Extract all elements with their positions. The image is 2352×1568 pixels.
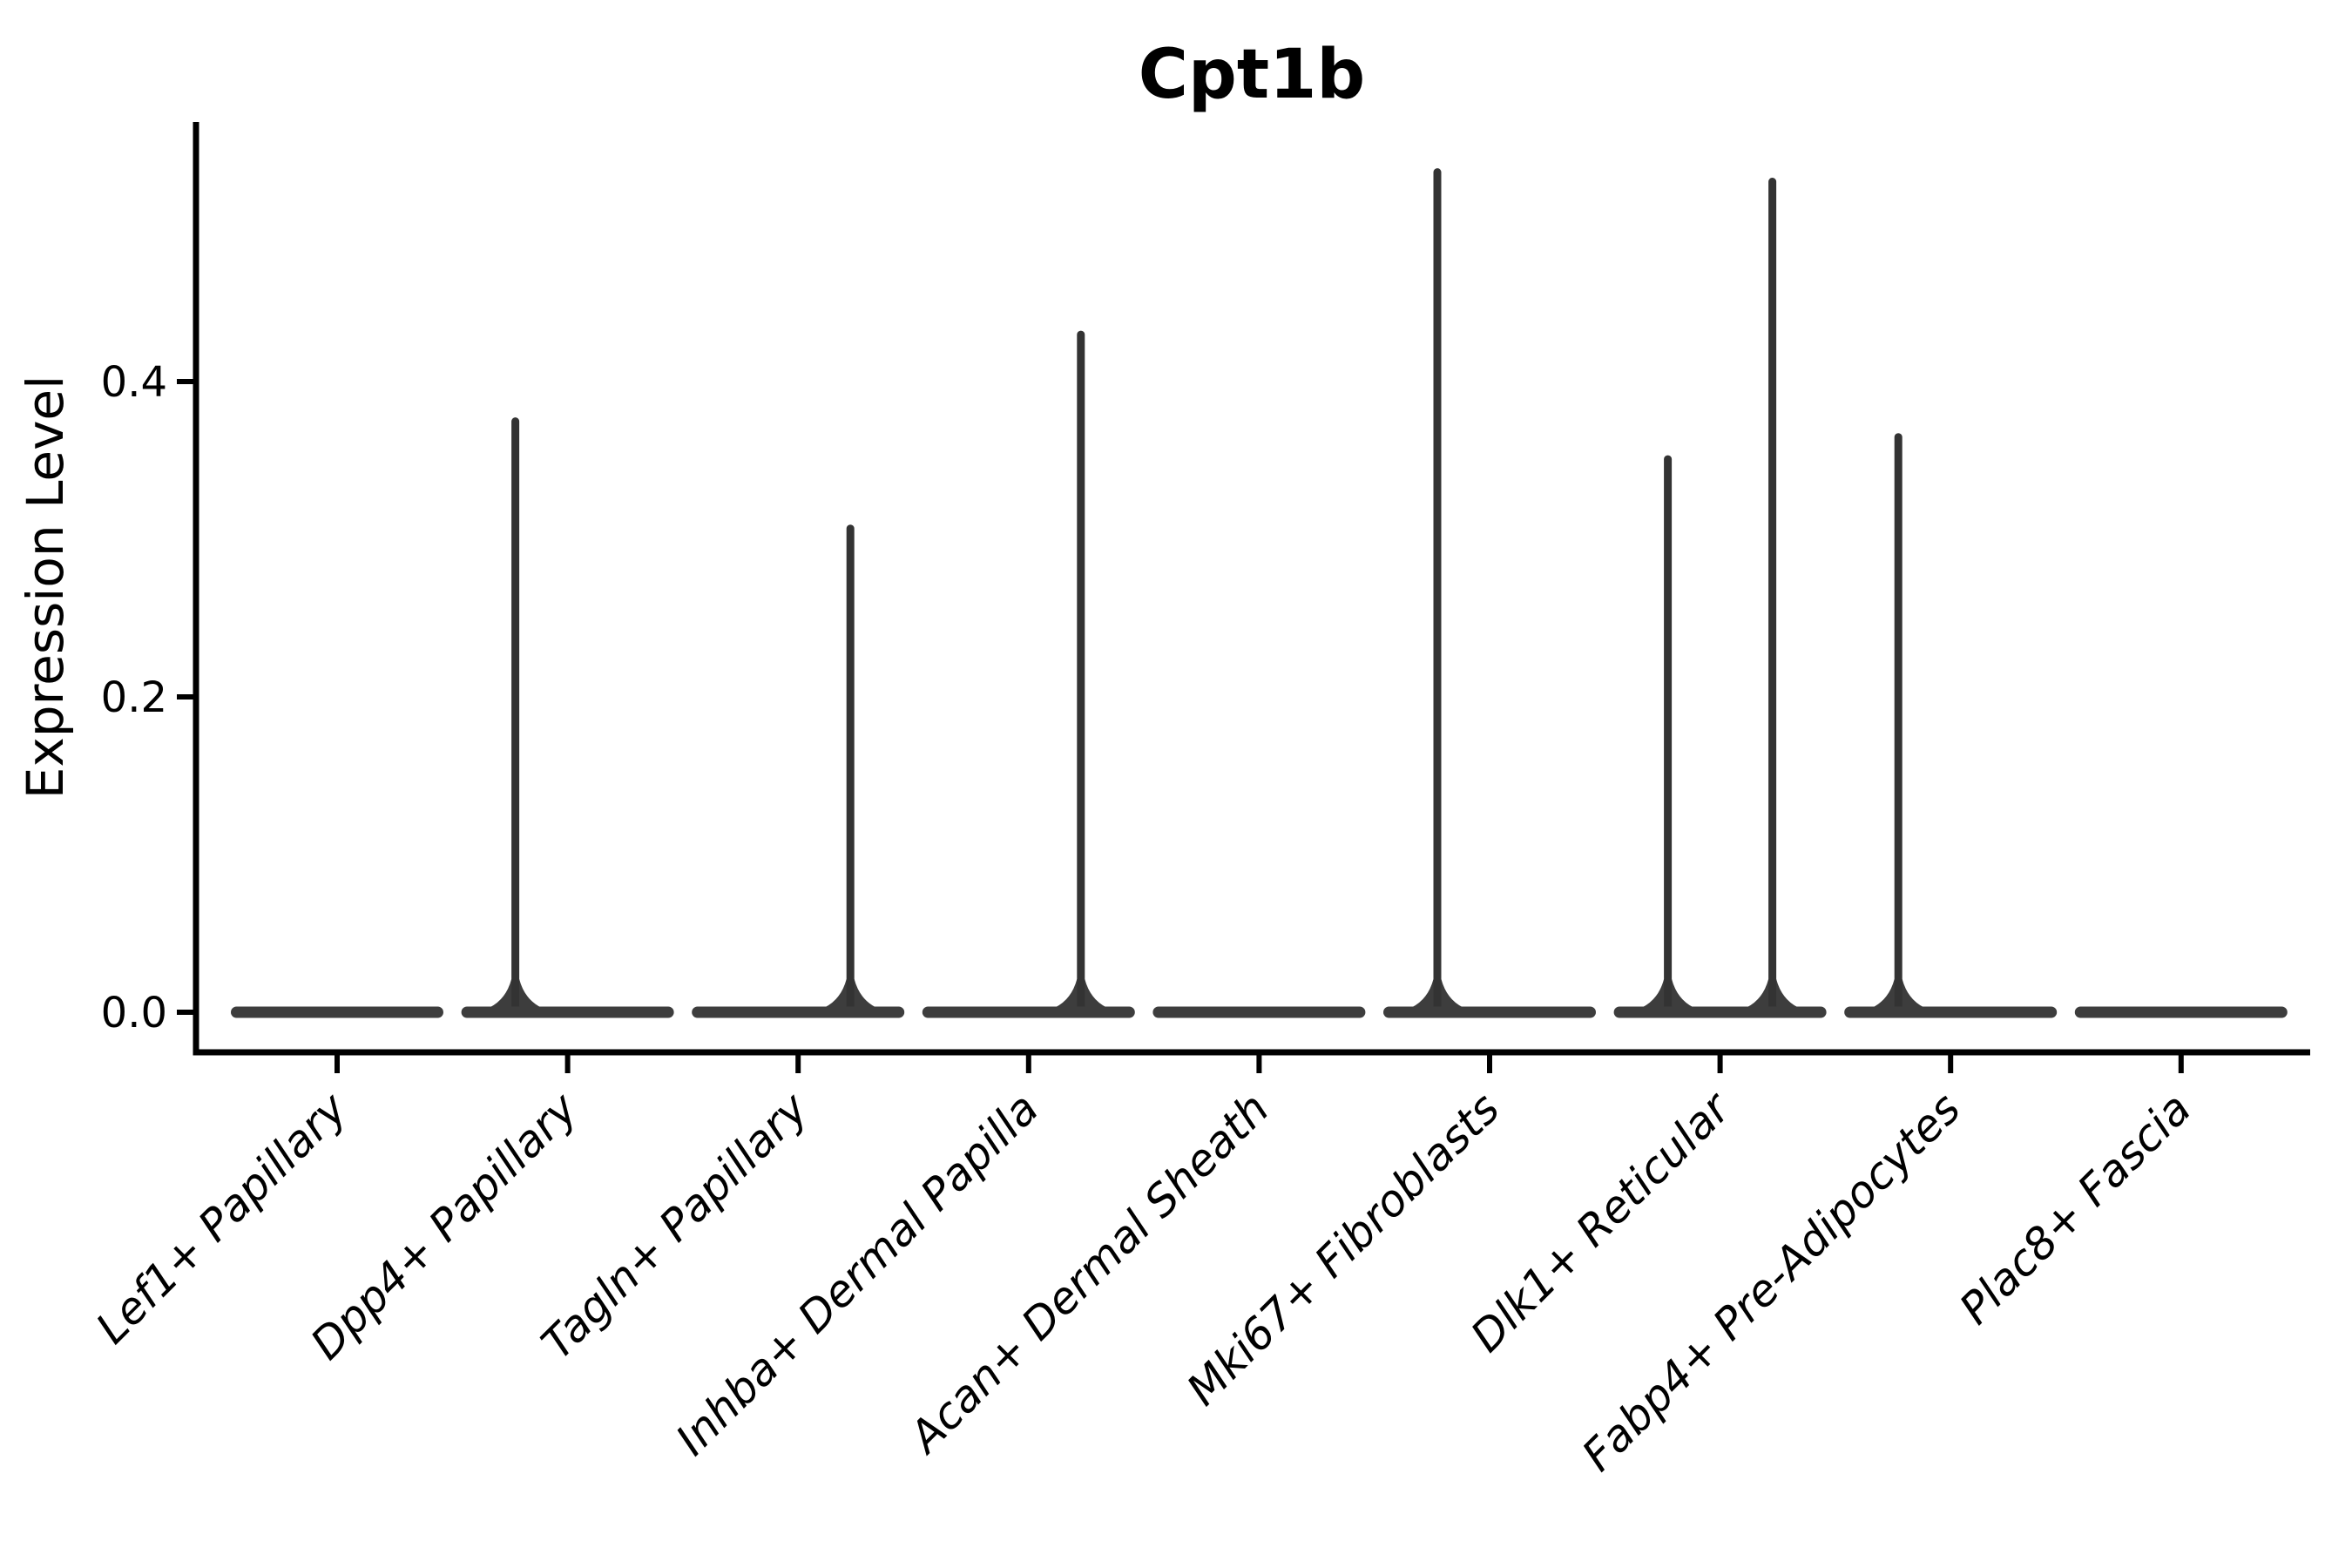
violin-zero-bar bbox=[1613, 1006, 1827, 1018]
y-ticks-group: 0.0 0.2 0.4 bbox=[101, 358, 196, 1037]
y-axis-label: Expression Level bbox=[16, 375, 75, 799]
plot-title: Cpt1b bbox=[1139, 36, 1365, 114]
violin bbox=[461, 417, 674, 1018]
violin bbox=[231, 1006, 443, 1018]
violin bbox=[1152, 1006, 1366, 1018]
violin bbox=[2074, 1006, 2288, 1018]
violin-zero-bar bbox=[461, 1006, 674, 1018]
violin-zero-bar bbox=[1383, 1006, 1596, 1018]
violin-zero-bar bbox=[922, 1006, 1135, 1018]
violins-group bbox=[231, 168, 2288, 1018]
y-tick-label: 0.2 bbox=[101, 673, 167, 722]
violin bbox=[922, 330, 1135, 1018]
violin bbox=[1613, 178, 1827, 1018]
violin-zero-bar bbox=[692, 1006, 905, 1018]
violin-zero-bar bbox=[1152, 1006, 1366, 1018]
violin-zero-bar bbox=[2074, 1006, 2288, 1018]
y-tick-label: 0.0 bbox=[101, 989, 167, 1037]
violin bbox=[1383, 168, 1596, 1018]
violin-zero-bar bbox=[1844, 1006, 2058, 1018]
axes-spines bbox=[193, 122, 2310, 1056]
violin bbox=[692, 524, 905, 1018]
violin-zero-bar bbox=[231, 1006, 443, 1018]
violin bbox=[1844, 433, 2058, 1018]
y-tick-label: 0.4 bbox=[101, 358, 167, 407]
